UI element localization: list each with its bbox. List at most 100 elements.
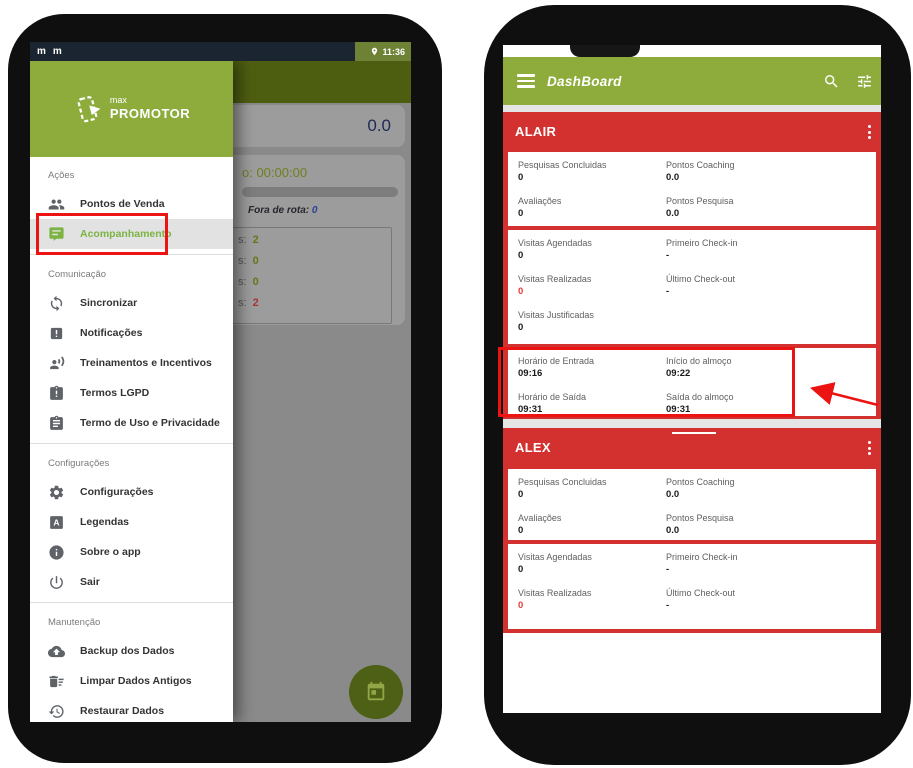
drawer-item-label: Limpar Dados Antigos: [80, 675, 192, 687]
drawer-item-label: Treinamentos e Incentivos: [80, 357, 212, 369]
clipboard-alert-icon: [48, 385, 65, 402]
time-cell: Início do almoço 09:22: [666, 356, 732, 379]
drawer-item-label: Sincronizar: [80, 297, 138, 309]
hamburger-menu-icon[interactable]: [517, 74, 535, 88]
dashboard-appbar: DashBoard: [503, 57, 881, 105]
stat-cell: Primeiro Check-in -: [666, 552, 738, 575]
clean-data-icon: [48, 673, 65, 690]
summary-row: s: 0: [238, 276, 259, 288]
stat-cell: Pontos Pesquisa 0.0: [666, 196, 734, 219]
restore-icon: [48, 703, 65, 720]
clipboard-icon: [48, 415, 65, 432]
gear-icon: [48, 484, 65, 501]
drawer-item-acompanhamento[interactable]: Acompanhamento: [30, 213, 233, 255]
time-cell: Horário de Entrada 09:16: [518, 356, 595, 379]
calendar-fab[interactable]: [349, 665, 403, 719]
drawer-item-label: Termo de Uso e Privacidade: [80, 417, 220, 429]
left-phone-screen: 0.0 o: 00:00:00 Fora de rota: 0 s: 2 s: 0 …: [30, 42, 411, 722]
search-icon[interactable]: [823, 73, 840, 90]
stat-cell: Pesquisas Concluidas 0: [518, 160, 607, 183]
kebab-menu-icon[interactable]: [868, 125, 871, 139]
notification-m-icon: m: [52, 45, 62, 57]
drawer-item-label: Legendas: [80, 516, 130, 528]
stat-cell: Pontos Coaching 0.0: [666, 160, 735, 183]
drawer-item-sair[interactable]: Sair: [30, 567, 233, 597]
drawer-item-legendas[interactable]: A Legendas: [30, 507, 233, 537]
gap-strip: [503, 419, 881, 428]
promoter-name: ALAIR: [515, 123, 557, 139]
drawer-item-label: Backup dos Dados: [80, 645, 175, 657]
drawer-item-restaurar-dados[interactable]: Restaurar Dados: [30, 696, 233, 722]
drawer-item-label: Restaurar Dados: [80, 705, 165, 717]
people-icon: [48, 196, 65, 213]
kebab-menu-icon[interactable]: [868, 441, 871, 455]
sync-icon: [48, 295, 65, 312]
times-panel: Horário de Entrada 09:16 Horário de Saída…: [508, 348, 876, 416]
time-cell: Saída do almoço 09:31: [666, 392, 734, 415]
drawer-item-pontos-de-venda[interactable]: Pontos de Venda: [30, 189, 233, 219]
divider: [30, 602, 233, 603]
navigation-drawer: max PROMOTOR Ações Pontos de Venda Acomp…: [30, 61, 233, 722]
stat-cell: Avaliações 0: [518, 513, 562, 536]
left-phone-frame: 0.0 o: 00:00:00 Fora de rota: 0 s: 2 s: 0 …: [8, 14, 442, 763]
drawer-item-termo-de-uso[interactable]: Termo de Uso e Privacidade: [30, 408, 233, 438]
fora-de-rota-text: Fora de rota: 0: [248, 205, 318, 216]
calendar-icon: [367, 681, 385, 701]
drawer-item-label: Pontos de Venda: [80, 198, 165, 210]
summary-row: s: 2: [238, 234, 259, 246]
stat-cell: Avaliações 0: [518, 196, 562, 219]
stat-cell: Visitas Agendadas 0: [518, 552, 592, 575]
drawer-item-termos-lgpd[interactable]: Termos LGPD: [30, 378, 233, 408]
progress-bar: [242, 187, 398, 197]
monitor-chat-icon: [48, 226, 65, 243]
stat-cell: Último Check-out -: [666, 588, 736, 611]
captions-icon: A: [48, 514, 65, 531]
info-icon: [48, 544, 65, 561]
promoter-name: ALEX: [515, 439, 551, 455]
drawer-item-backup-dos-dados[interactable]: Backup dos Dados: [30, 636, 233, 666]
svg-text:A: A: [53, 517, 59, 527]
card-alair: ALAIR Pesquisas Concluidas 0 Avaliações 0 …: [503, 112, 881, 419]
drawer-item-label: Termos LGPD: [80, 387, 150, 399]
clock-text: 11:36: [382, 46, 405, 57]
drawer-section-comunicacao: Comunicação: [48, 268, 107, 280]
stat-cell: Último Check-out -: [666, 274, 736, 297]
divider: [30, 254, 233, 255]
stats-panel: Pesquisas Concluidas 0 Avaliações 0 Pontos…: [508, 469, 876, 540]
drawer-header: max PROMOTOR: [30, 61, 233, 157]
notification-m-icon: m: [37, 45, 46, 57]
visits-summary-box: s: 2 s: 0 s: 0 s: 2: [225, 227, 392, 324]
filter-icon[interactable]: [856, 73, 873, 90]
right-phone-frame: DashBoard ALAIR Pesquisas Concluidas 0 Av…: [484, 5, 911, 765]
top-strip: [503, 45, 881, 57]
drawer-item-sincronizar[interactable]: Sincronizar: [30, 288, 233, 318]
summary-row: s: 2: [238, 297, 259, 309]
power-icon: [48, 574, 65, 591]
maxpromotor-logo-icon: [77, 96, 101, 123]
drawer-item-label: Notificações: [80, 327, 143, 339]
drawer-item-sobre-o-app[interactable]: Sobre o app: [30, 537, 233, 567]
stat-cell: Visitas Justificadas 0: [518, 310, 594, 333]
summary-row: s: 0: [238, 255, 259, 267]
stat-cell: Pesquisas Concluidas 0: [518, 477, 607, 500]
gap-strip: [503, 105, 881, 112]
location-pin-icon: [372, 47, 378, 56]
drawer-item-label: Sair: [80, 576, 100, 588]
stats-panel: Pesquisas Concluidas 0 Avaliações 0 Pontos…: [508, 152, 876, 226]
drawer-item-notificacoes[interactable]: Notificações: [30, 318, 233, 348]
card-alex: ALEX Pesquisas Concluidas 0 Avaliações 0 P…: [503, 428, 881, 633]
drawer-section-configuracoes: Configurações: [48, 457, 110, 469]
page-title: DashBoard: [547, 73, 622, 89]
cropped-screenshot-fragment: [570, 45, 640, 57]
score-card: 0.0: [208, 105, 405, 147]
card-alair-header: ALAIR: [503, 112, 881, 150]
right-phone-screen: DashBoard ALAIR Pesquisas Concluidas 0 Av…: [503, 45, 881, 713]
logo-text: max PROMOTOR: [109, 95, 191, 121]
cloud-backup-icon: [48, 643, 65, 660]
score-value: 0.0: [367, 116, 391, 135]
drawer-item-limpar-dados[interactable]: Limpar Dados Antigos: [30, 666, 233, 696]
drawer-item-treinamentos[interactable]: Treinamentos e Incentivos: [30, 348, 233, 378]
drawer-item-configuracoes[interactable]: Configurações: [30, 477, 233, 507]
fora-de-rota-value: 0: [311, 205, 318, 216]
